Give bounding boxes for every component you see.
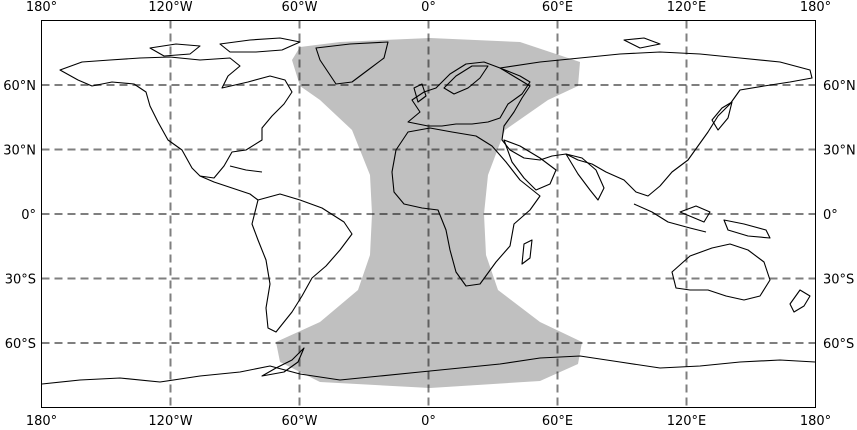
lon-tick-label-top: 60°W xyxy=(282,0,318,15)
tick-labels: 180° 180° 120°W 120°W 60°W 60°W 0° 0° 60°E 60°E 12… xyxy=(3,0,856,429)
lon-tick-label-bottom: 120°W xyxy=(148,414,192,426)
lon-tick-label-top: 60°E xyxy=(542,0,573,15)
lon-tick-label-top: 180° xyxy=(800,0,831,15)
lat-tick-label-left: 0° xyxy=(21,208,36,223)
lon-tick-label-bottom: 180° xyxy=(800,414,831,426)
lat-tick-label-right: 0° xyxy=(823,208,838,223)
gridlines xyxy=(41,20,816,408)
lat-tick-label-left: 30°S xyxy=(5,273,36,288)
lon-tick-label-bottom: 0° xyxy=(421,414,436,426)
lat-tick-label-right: 60°S xyxy=(823,337,854,352)
lat-tick-label-left: 30°N xyxy=(3,144,36,159)
lon-tick-label-top: 120°E xyxy=(667,0,707,15)
lon-tick-label-bottom: 180° xyxy=(26,414,57,426)
lon-tick-label-top: 120°W xyxy=(148,0,192,15)
lon-tick-label-bottom: 60°E xyxy=(542,414,573,426)
lat-tick-label-right: 30°S xyxy=(823,273,854,288)
lon-tick-label-top: 180° xyxy=(26,0,57,15)
lon-tick-label-bottom: 120°E xyxy=(667,414,707,426)
map-frame xyxy=(41,20,816,408)
lat-tick-label-left: 60°N xyxy=(3,79,36,94)
lat-tick-label-left: 60°S xyxy=(5,337,36,352)
lon-tick-label-top: 0° xyxy=(421,0,436,15)
lat-tick-label-right: 30°N xyxy=(823,144,856,159)
lon-tick-label-bottom: 60°W xyxy=(282,414,318,426)
coverage-region xyxy=(276,38,582,388)
lat-tick-label-right: 60°N xyxy=(823,79,856,94)
